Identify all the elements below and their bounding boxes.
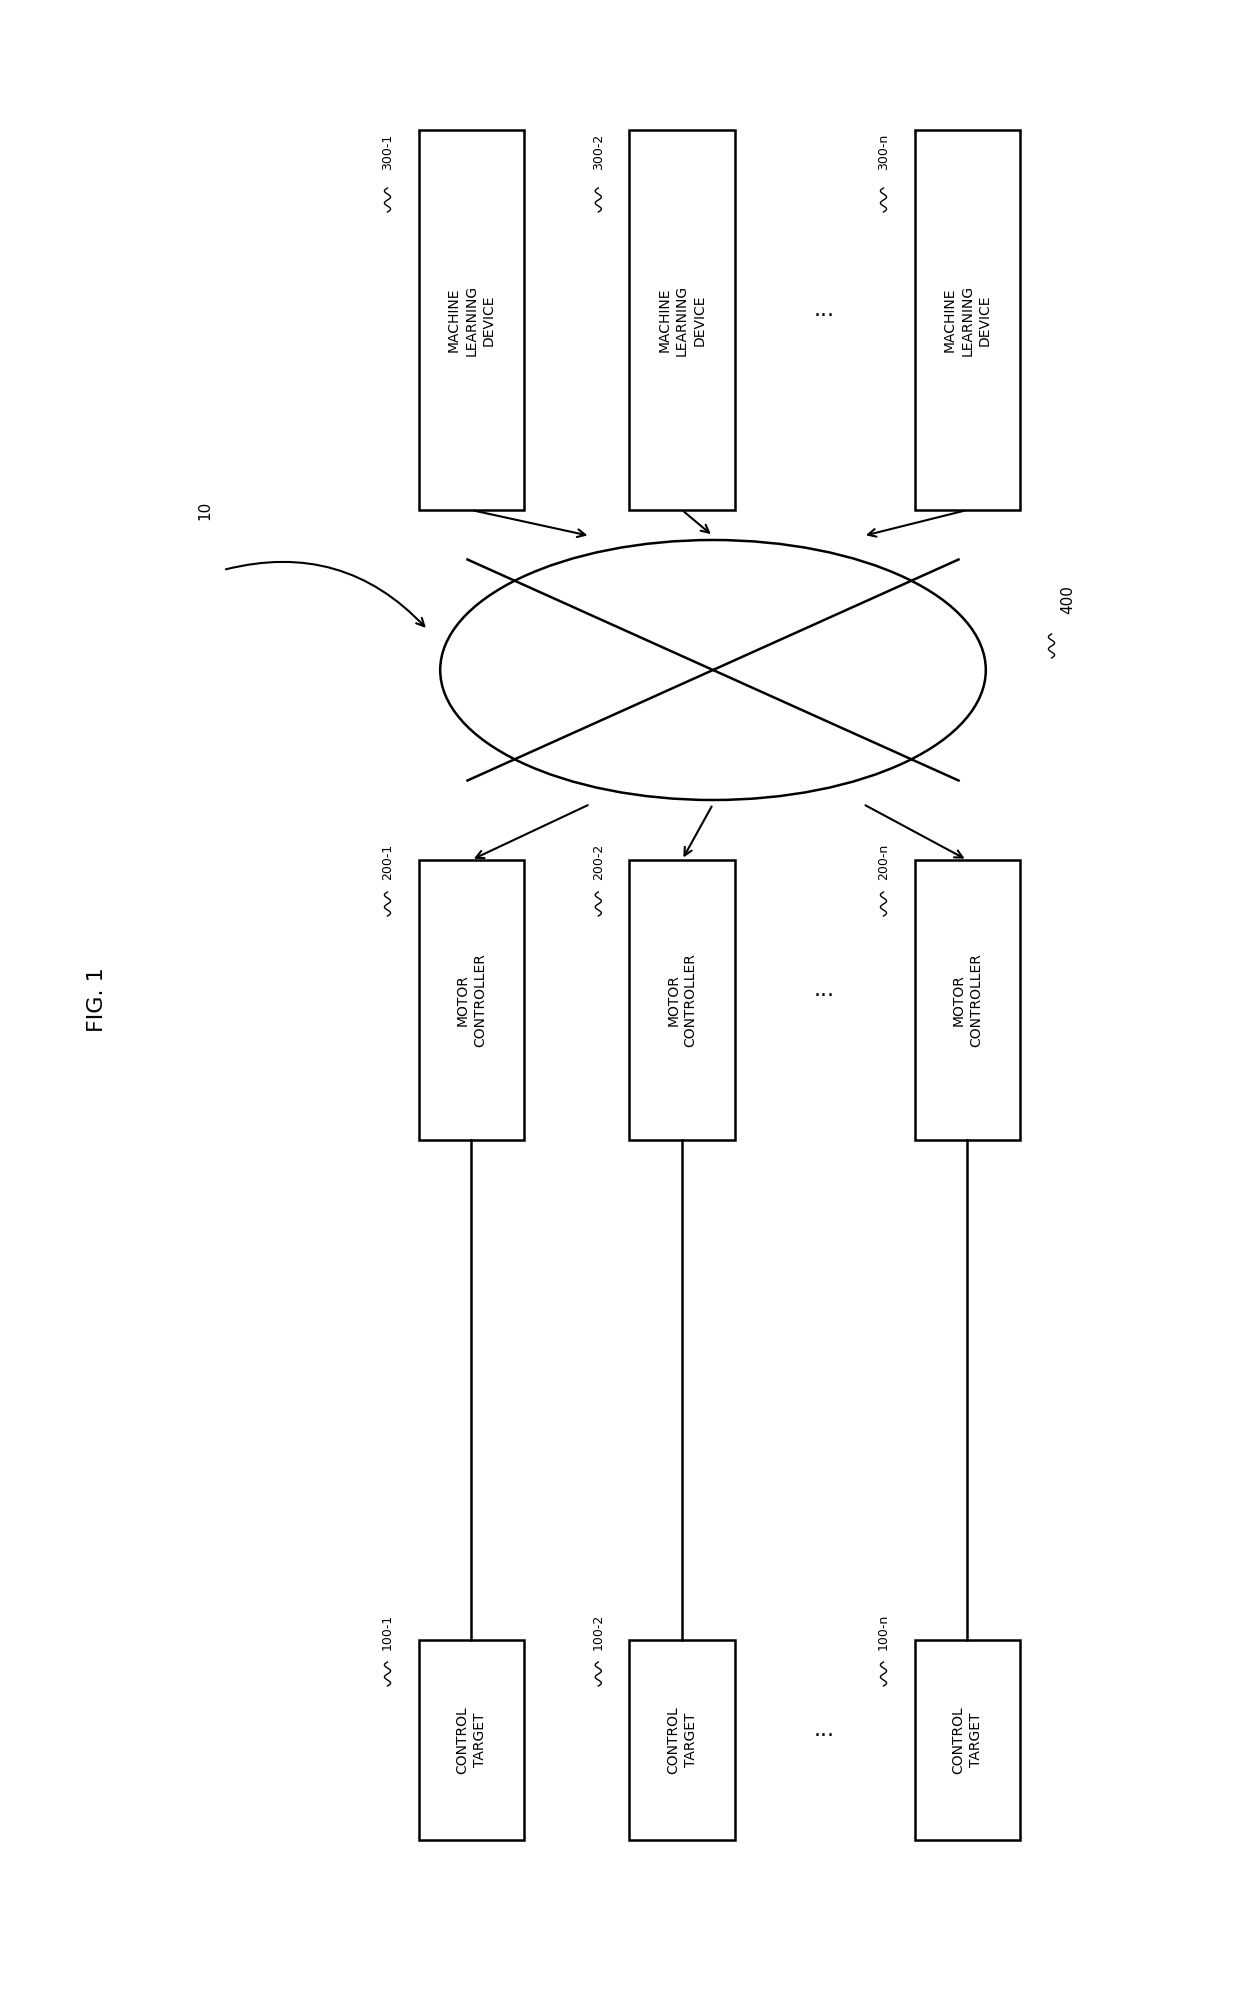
Text: 300-2: 300-2 [591,134,605,170]
Text: ...: ... [815,1720,835,1740]
Bar [630,860,734,1140]
Text: 300-n: 300-n [877,134,890,170]
Text: CONTROL
TARGET: CONTROL TARGET [455,1706,487,1774]
Text: 10: 10 [197,500,212,520]
Text: 100-2: 100-2 [591,1614,605,1650]
Bar [630,130,734,510]
Bar [419,130,523,510]
Bar [419,1640,523,1840]
Bar [915,1640,1019,1840]
Text: CONTROL
TARGET: CONTROL TARGET [666,1706,698,1774]
Text: MOTOR
CONTROLLER: MOTOR CONTROLLER [951,954,983,1046]
Text: 100-1: 100-1 [381,1614,394,1650]
Text: MACHINE
LEARNING
DEVICE: MACHINE LEARNING DEVICE [942,284,992,356]
Text: 200-1: 200-1 [381,844,394,880]
Text: MOTOR
CONTROLLER: MOTOR CONTROLLER [666,954,698,1046]
Text: ...: ... [815,980,835,1000]
Text: 100-n: 100-n [877,1614,890,1650]
Bar [915,130,1019,510]
Text: 200-n: 200-n [877,844,890,880]
Text: MACHINE
LEARNING
DEVICE: MACHINE LEARNING DEVICE [446,284,496,356]
Bar [630,1640,734,1840]
Text: MOTOR
CONTROLLER: MOTOR CONTROLLER [455,954,487,1046]
Text: CONTROL
TARGET: CONTROL TARGET [951,1706,983,1774]
Text: FIG. 1: FIG. 1 [87,968,107,1032]
Bar [419,860,523,1140]
Text: ...: ... [815,300,835,320]
Ellipse shape [440,540,986,800]
Text: 200-2: 200-2 [591,844,605,880]
Bar [915,860,1019,1140]
Text: 300-1: 300-1 [381,134,394,170]
Text: MACHINE
LEARNING
DEVICE: MACHINE LEARNING DEVICE [657,284,707,356]
Text: 400: 400 [1060,586,1075,614]
